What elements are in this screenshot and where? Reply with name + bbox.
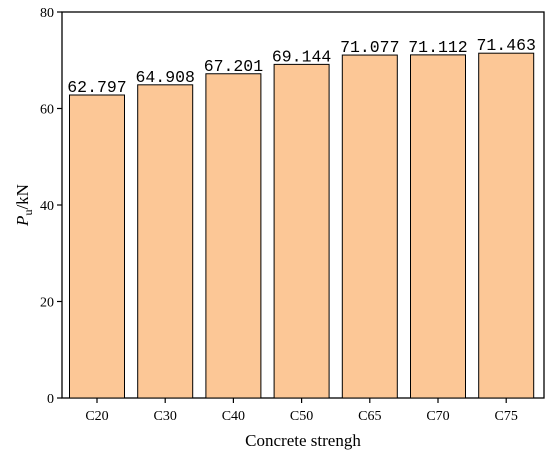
bar-c30 — [137, 84, 194, 399]
data-label-c50: 69.144 — [272, 47, 332, 66]
y-axis-title: Pu/kN — [13, 184, 35, 227]
data-label-c70: 71.112 — [408, 38, 467, 57]
y-tick-label-80: 80 — [40, 6, 54, 21]
data-labels-group: 62.797 64.908 67.201 69.144 71.077 71.112 71.4… — [67, 36, 536, 97]
data-label-c30: 64.908 — [135, 68, 194, 87]
x-axis-title: Concrete strengh — [245, 431, 361, 450]
x-tick-label-c65: C65 — [358, 409, 381, 424]
bar-c20 — [69, 94, 125, 399]
y-axis-title-unit: /kN — [13, 184, 32, 210]
y-tick-label-60: 60 — [40, 103, 54, 118]
bar-c75 — [478, 52, 535, 399]
x-tick-label-c70: C70 — [426, 409, 449, 424]
bar-c50 — [273, 63, 330, 399]
x-tick-label-c30: C30 — [154, 409, 177, 424]
bar-c65 — [341, 54, 398, 399]
y-tick-label-20: 20 — [40, 296, 54, 311]
data-label-c20: 62.797 — [67, 78, 126, 97]
x-tick-label-c40: C40 — [222, 409, 245, 424]
data-label-c40: 67.201 — [204, 57, 264, 76]
x-axis-ticks: C20 C30 C40 C50 C65 C70 C75 — [85, 398, 518, 424]
data-label-c75: 71.463 — [476, 36, 535, 55]
y-tick-label-40: 40 — [40, 199, 54, 214]
y-axis-title-main: P — [13, 216, 32, 227]
bar-c70 — [410, 54, 466, 399]
y-axis-ticks: 0 20 40 60 80 — [40, 6, 62, 407]
y-axis-title-sub: u — [21, 210, 35, 216]
bars-group — [69, 52, 535, 399]
x-tick-label-c20: C20 — [85, 409, 108, 424]
x-tick-label-c50: C50 — [290, 409, 313, 424]
x-tick-label-c75: C75 — [495, 409, 518, 424]
bar-c40 — [205, 73, 262, 399]
y-tick-label-0: 0 — [47, 392, 54, 407]
data-label-c65: 71.077 — [340, 38, 399, 57]
